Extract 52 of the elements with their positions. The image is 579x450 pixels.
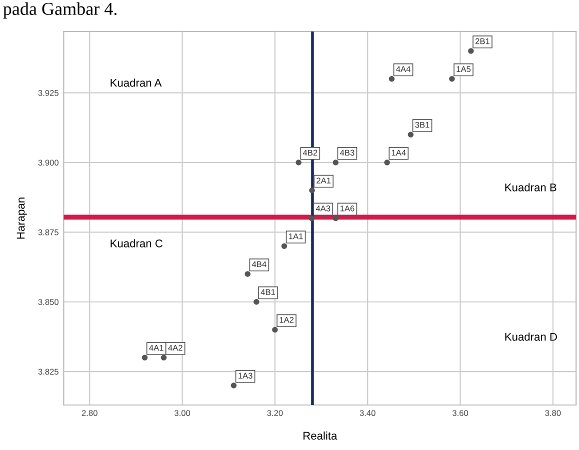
x-tick-label: 2.80: [82, 410, 98, 416]
y-tick-label: 3.850: [38, 299, 59, 305]
point: [296, 160, 302, 166]
point: [468, 48, 474, 54]
x-axis-title: Realita: [304, 432, 338, 440]
data-label: 3B1: [415, 122, 430, 128]
data-label: 4A1: [149, 344, 164, 351]
data-label: 1A4: [392, 150, 406, 156]
annotation: Kuadran A: [110, 78, 162, 87]
data-label: 4B4: [252, 261, 266, 268]
point: [230, 382, 237, 388]
point: [449, 76, 455, 82]
data-label: 1A5: [456, 66, 471, 72]
point: [332, 160, 339, 166]
point: [142, 354, 148, 361]
data-label: 4B2: [302, 150, 318, 156]
point: [281, 243, 288, 250]
x-tick-label: 3.60: [452, 410, 468, 416]
data-label: 2A1: [316, 178, 331, 184]
point: [408, 132, 414, 138]
y-axis-title: Harapan: [16, 198, 27, 239]
point: [160, 354, 167, 361]
x-tick-label: 3.00: [174, 410, 190, 416]
point: [309, 187, 315, 194]
point: [332, 215, 339, 222]
annotation: Kuadran D: [505, 332, 557, 341]
data-label: 1A2: [280, 316, 294, 323]
point: [308, 215, 314, 222]
text: pada Gambar 4.: [3, 2, 117, 19]
data-label: 1A1: [289, 233, 303, 240]
y-tick-label: 3.900: [38, 160, 59, 166]
point: [244, 271, 251, 277]
annotation: Kuadran B: [505, 183, 556, 192]
point: [272, 326, 278, 333]
y-tick-label: 3.825: [38, 368, 58, 375]
x-tick-label: 3.80: [545, 410, 561, 416]
data-label: 1A3: [238, 372, 252, 379]
data-label: 4A3: [316, 205, 330, 212]
y-tick-label: 3.925: [38, 90, 58, 96]
data-label: 4B3: [340, 150, 354, 156]
x-tick-label: 3.40: [360, 410, 376, 416]
data-label: 4B1: [260, 289, 276, 295]
x-tick-label: 3.20: [267, 410, 283, 416]
point: [384, 160, 390, 166]
data-label: 2B1: [476, 38, 490, 44]
y-tick-label: 3.875: [38, 229, 58, 236]
data-label: 4A4: [396, 66, 410, 72]
annotation: Kuadran C: [110, 239, 163, 248]
point: [388, 76, 395, 82]
data-label: 1A6: [340, 205, 354, 212]
point: [254, 298, 260, 305]
data-label: 4A2: [168, 344, 182, 351]
